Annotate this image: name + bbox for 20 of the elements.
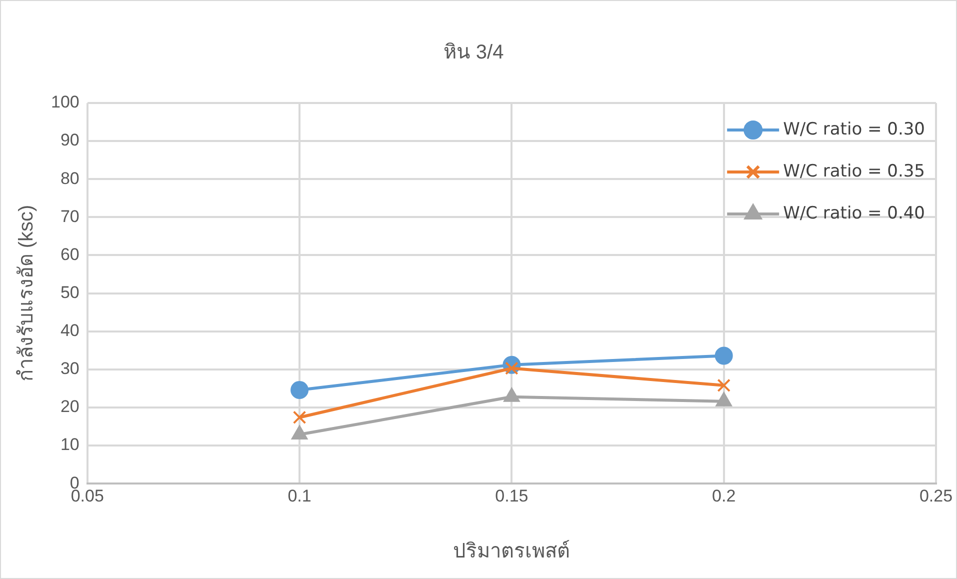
legend-label: W/C ratio = 0.30 — [783, 119, 926, 140]
x-axis-title: ปริมาตรเพสต์ — [453, 540, 570, 563]
y-tick-label: 80 — [60, 168, 80, 188]
x-tick-label: 0.25 — [919, 486, 953, 506]
y-axis-title: กำลังรับแรงอัด (ksc) — [16, 204, 38, 382]
y-tick-label: 60 — [60, 244, 80, 264]
y-tick-label: 50 — [60, 282, 80, 302]
legend-label: W/C ratio = 0.35 — [783, 161, 926, 182]
y-tick-label: 90 — [60, 130, 80, 150]
chart-title: หิน 3/4 — [443, 42, 504, 64]
x-tick-label: 0.1 — [288, 486, 312, 506]
y-tick-label: 70 — [60, 206, 80, 226]
y-tick-label: 20 — [60, 397, 80, 416]
y-tick-label: 40 — [60, 321, 80, 340]
legend-label: W/C ratio = 0.40 — [783, 203, 926, 224]
y-tick-label: 100 — [50, 92, 80, 112]
x-tick-label: 0.15 — [495, 486, 528, 506]
y-tick-label: 30 — [60, 359, 80, 378]
x-tick-label: 0.2 — [712, 486, 736, 506]
y-tick-label: 10 — [60, 435, 80, 454]
